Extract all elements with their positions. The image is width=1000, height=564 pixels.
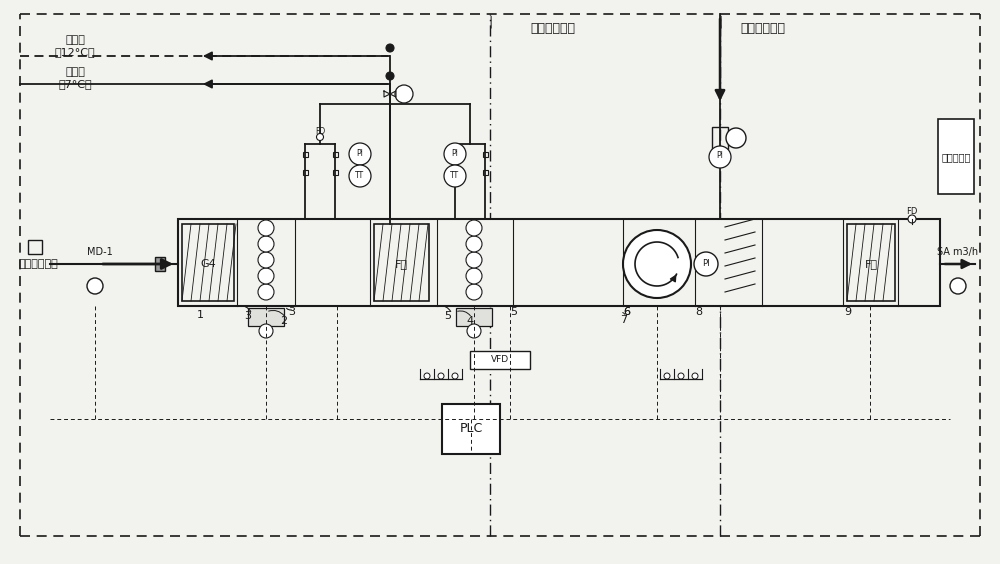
Text: PLC: PLC (459, 422, 483, 435)
Bar (302, 152, 308, 156)
Bar (442, 404, 500, 454)
Circle shape (694, 252, 718, 276)
Circle shape (258, 236, 274, 252)
Text: 5: 5 (511, 307, 518, 317)
Circle shape (444, 165, 466, 187)
Circle shape (386, 72, 394, 80)
Bar (938, 119, 974, 194)
Text: 臭氧发生器: 臭氧发生器 (941, 152, 971, 162)
Bar (332, 152, 338, 156)
Circle shape (467, 324, 481, 338)
Text: PI: PI (357, 148, 363, 157)
Bar (847, 224, 895, 301)
Bar (482, 152, 488, 156)
Circle shape (452, 373, 458, 379)
Text: 4: 4 (466, 316, 474, 326)
Text: TT: TT (450, 170, 460, 179)
Text: 5: 5 (444, 311, 452, 321)
Bar (302, 170, 308, 174)
Bar (248, 308, 284, 326)
Text: 2: 2 (280, 316, 288, 326)
Text: G4: G4 (200, 259, 216, 269)
Text: 8: 8 (695, 307, 703, 317)
Text: 冷却水
（7°C）: 冷却水 （7°C） (58, 67, 92, 89)
Circle shape (258, 220, 274, 236)
Circle shape (258, 252, 274, 268)
Text: 9: 9 (844, 307, 852, 317)
Text: 冷却水
（12°C）: 冷却水 （12°C） (55, 35, 95, 57)
Bar (155, 257, 165, 271)
Circle shape (444, 143, 466, 165)
Text: 接自新风百叶: 接自新风百叶 (18, 259, 58, 269)
Text: 7: 7 (620, 315, 628, 325)
Text: PI: PI (702, 258, 710, 267)
Bar (332, 170, 338, 174)
Text: F六: F六 (394, 259, 408, 269)
Text: F六: F六 (864, 259, 878, 269)
Bar (452, 170, 458, 174)
Circle shape (678, 373, 684, 379)
Bar (712, 127, 728, 149)
Text: VFD: VFD (491, 355, 509, 364)
Circle shape (466, 284, 482, 300)
Text: PI: PI (717, 152, 723, 161)
Circle shape (908, 215, 916, 223)
Text: SA m3/h: SA m3/h (937, 247, 979, 257)
Circle shape (424, 373, 430, 379)
Bar (452, 152, 458, 156)
Text: 加湿能力控制: 加湿能力控制 (740, 23, 785, 36)
Circle shape (664, 373, 670, 379)
Text: 3: 3 (288, 307, 296, 317)
Text: PI: PI (452, 148, 458, 157)
Text: 3: 3 (244, 311, 252, 321)
Circle shape (466, 236, 482, 252)
Circle shape (386, 44, 394, 52)
Text: |: | (718, 15, 722, 29)
Text: FD: FD (906, 208, 918, 217)
Text: 制冷能力控制: 制冷能力控制 (530, 23, 575, 36)
Bar (28, 240, 42, 254)
Circle shape (438, 373, 444, 379)
Text: FD: FD (315, 127, 325, 136)
Text: 6: 6 (624, 307, 631, 317)
Circle shape (87, 278, 103, 294)
Text: TT: TT (355, 170, 365, 179)
Circle shape (466, 268, 482, 284)
Circle shape (950, 278, 966, 294)
Bar (374, 224, 429, 301)
Bar (456, 308, 492, 326)
Circle shape (259, 324, 273, 338)
Text: MD-1: MD-1 (87, 247, 113, 257)
Text: |: | (488, 15, 492, 29)
Circle shape (623, 230, 691, 298)
Circle shape (466, 252, 482, 268)
Circle shape (316, 134, 324, 140)
Circle shape (395, 85, 413, 103)
Text: 1: 1 (196, 310, 204, 320)
Bar (178, 219, 940, 306)
Circle shape (258, 268, 274, 284)
Circle shape (466, 220, 482, 236)
Bar (482, 170, 488, 174)
Bar (182, 224, 234, 301)
Circle shape (258, 284, 274, 300)
Bar (470, 351, 530, 369)
Circle shape (349, 143, 371, 165)
Circle shape (692, 373, 698, 379)
Circle shape (726, 128, 746, 148)
Text: 6: 6 (624, 307, 631, 317)
Circle shape (709, 146, 731, 168)
Circle shape (349, 165, 371, 187)
